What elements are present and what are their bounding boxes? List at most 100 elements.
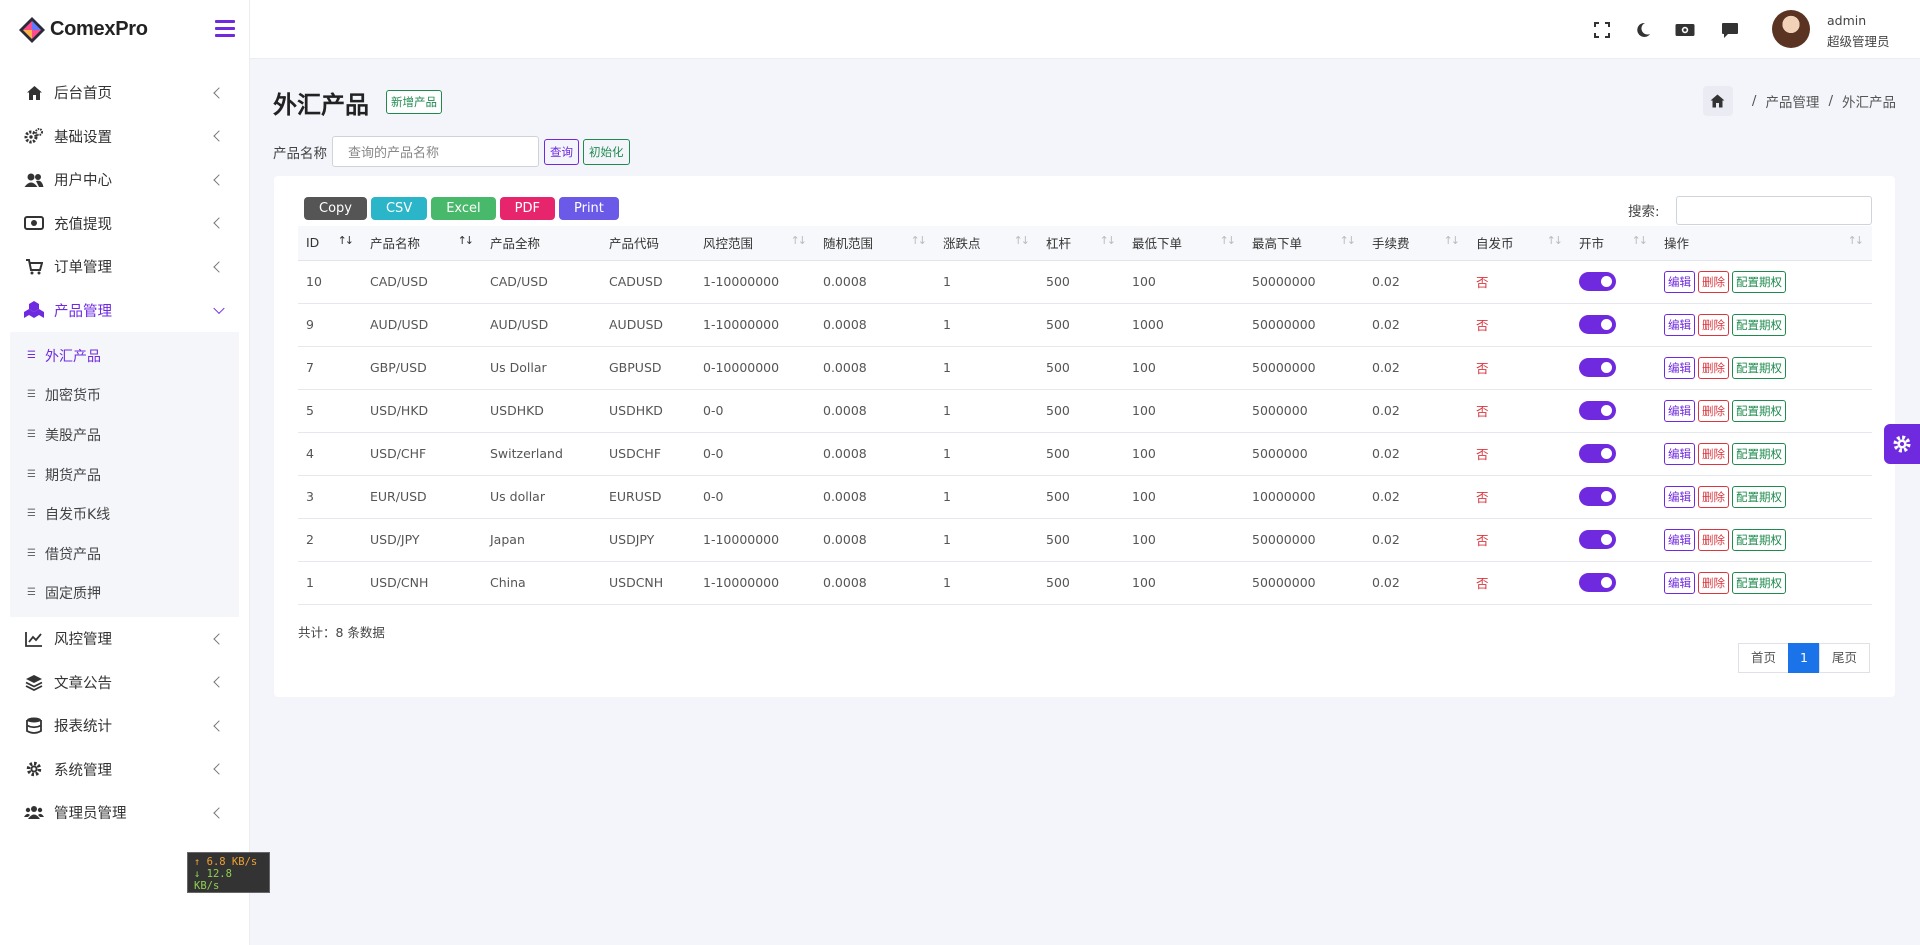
edit-button[interactable]: 编辑 bbox=[1664, 442, 1695, 465]
configure-options-button[interactable]: 配置期权 bbox=[1732, 571, 1786, 594]
money-bill-icon[interactable] bbox=[1675, 20, 1695, 40]
delete-button[interactable]: 删除 bbox=[1698, 399, 1729, 422]
market-open-toggle[interactable] bbox=[1579, 358, 1616, 377]
sidebar-item-system[interactable]: 系统管理 bbox=[0, 748, 249, 792]
configure-options-button[interactable]: 配置期权 bbox=[1732, 528, 1786, 551]
sort-desc-icon[interactable]: ↑↓ bbox=[337, 234, 355, 247]
breadcrumb-item-products[interactable]: 产品管理 bbox=[1765, 95, 1820, 111]
last-page-button[interactable]: 尾页 bbox=[1818, 643, 1870, 673]
submenu-item-futures[interactable]: ☰ 期货产品 bbox=[10, 455, 239, 495]
sidebar-item-user-center[interactable]: 用户中心 bbox=[0, 158, 249, 202]
excel-button[interactable]: Excel bbox=[431, 197, 496, 220]
delete-button[interactable]: 删除 bbox=[1698, 313, 1729, 336]
sidebar-item-deposit-withdraw[interactable]: 充值提现 bbox=[0, 202, 249, 246]
market-open-toggle[interactable] bbox=[1579, 315, 1616, 334]
sort-icon[interactable]: ↑↓ bbox=[1631, 234, 1649, 247]
market-open-toggle[interactable] bbox=[1579, 530, 1616, 549]
product-name-input[interactable]: 查询的产品名称 bbox=[332, 136, 539, 167]
column-header[interactable]: ID ↑↓ bbox=[298, 226, 362, 261]
submenu-item-lending[interactable]: ☰ 借贷产品 bbox=[10, 534, 239, 574]
sidebar-item-reports[interactable]: 报表统计 bbox=[0, 704, 249, 748]
configure-options-button[interactable]: 配置期权 bbox=[1732, 485, 1786, 508]
message-icon[interactable] bbox=[1720, 20, 1740, 40]
column-header[interactable]: 随机范围 ↑↓ bbox=[815, 226, 935, 261]
home-icon[interactable] bbox=[1702, 86, 1733, 116]
column-header[interactable]: 杠杆 ↑↓ bbox=[1038, 226, 1124, 261]
page-1-button[interactable]: 1 bbox=[1788, 643, 1820, 673]
sidebar-item-orders[interactable]: 订单管理 bbox=[0, 245, 249, 289]
edit-button[interactable]: 编辑 bbox=[1664, 313, 1695, 336]
column-header[interactable]: 自发币 ↑↓ bbox=[1468, 226, 1571, 261]
column-header[interactable]: 产品名称 ↑↓ bbox=[362, 226, 482, 261]
configure-options-button[interactable]: 配置期权 bbox=[1732, 442, 1786, 465]
column-header[interactable]: 最低下单 ↑↓ bbox=[1124, 226, 1244, 261]
edit-button[interactable]: 编辑 bbox=[1664, 528, 1695, 551]
copy-button[interactable]: Copy bbox=[304, 197, 367, 220]
delete-button[interactable]: 删除 bbox=[1698, 270, 1729, 293]
first-page-button[interactable]: 首页 bbox=[1738, 643, 1790, 673]
cell-actions: 编辑 删除 配置期权 bbox=[1656, 561, 1872, 605]
avatar[interactable] bbox=[1772, 10, 1810, 48]
configure-options-button[interactable]: 配置期权 bbox=[1732, 270, 1786, 293]
print-button[interactable]: Print bbox=[558, 197, 619, 220]
moon-icon[interactable] bbox=[1633, 20, 1653, 40]
sidebar-item-articles[interactable]: 文章公告 bbox=[0, 661, 249, 705]
logo[interactable]: ComexPro bbox=[0, 0, 249, 59]
sort-icon[interactable]: ↑↓ bbox=[1339, 234, 1357, 247]
configure-options-button[interactable]: 配置期权 bbox=[1732, 399, 1786, 422]
delete-button[interactable]: 删除 bbox=[1698, 571, 1729, 594]
market-open-toggle[interactable] bbox=[1579, 272, 1616, 291]
user-name[interactable]: admin bbox=[1827, 13, 1867, 28]
edit-button[interactable]: 编辑 bbox=[1664, 485, 1695, 508]
submenu-item-us-stocks[interactable]: ☰ 美股产品 bbox=[10, 415, 239, 455]
delete-button[interactable]: 删除 bbox=[1698, 528, 1729, 551]
sidebar-item-admins[interactable]: 管理员管理 bbox=[0, 791, 249, 835]
sort-icon[interactable]: ↑↓ bbox=[910, 234, 928, 247]
market-open-toggle[interactable] bbox=[1579, 573, 1616, 592]
submenu-item-fixed-staking[interactable]: ☰ 固定质押 bbox=[10, 574, 239, 614]
market-open-toggle[interactable] bbox=[1579, 401, 1616, 420]
delete-button[interactable]: 删除 bbox=[1698, 485, 1729, 508]
delete-button[interactable]: 删除 bbox=[1698, 442, 1729, 465]
fullscreen-icon[interactable] bbox=[1592, 20, 1612, 40]
add-product-button[interactable]: 新增产品 bbox=[386, 90, 442, 114]
sort-icon[interactable]: ↑↓ bbox=[1219, 234, 1237, 247]
csv-button[interactable]: CSV bbox=[370, 197, 428, 220]
cell-points: 1 bbox=[935, 432, 1038, 476]
column-header[interactable]: 手续费 ↑↓ bbox=[1364, 226, 1468, 261]
menu-toggle-icon[interactable] bbox=[215, 20, 235, 38]
sidebar-item-basic-settings[interactable]: 基础设置 bbox=[0, 115, 249, 159]
column-header[interactable]: 涨跌点 ↑↓ bbox=[935, 226, 1038, 261]
sidebar-item-products[interactable]: 产品管理 bbox=[0, 289, 249, 333]
table-search-input[interactable] bbox=[1676, 196, 1872, 225]
submenu-item-forex[interactable]: ☰ 外汇产品 bbox=[10, 336, 239, 376]
sort-icon[interactable]: ↑↓ bbox=[1099, 234, 1117, 247]
market-open-toggle[interactable] bbox=[1579, 487, 1616, 506]
sort-icon[interactable]: ↑↓ bbox=[1013, 234, 1031, 247]
reset-button[interactable]: 初始化 bbox=[583, 138, 630, 165]
sort-icon[interactable]: ↑↓ bbox=[1546, 234, 1564, 247]
sort-icon[interactable]: ↑↓ bbox=[457, 234, 475, 247]
configure-options-button[interactable]: 配置期权 bbox=[1732, 356, 1786, 379]
column-header[interactable]: 操作 ↑↓ bbox=[1656, 226, 1872, 261]
configure-options-button[interactable]: 配置期权 bbox=[1732, 313, 1786, 336]
column-header[interactable]: 风控范围 ↑↓ bbox=[695, 226, 815, 261]
submenu-item-crypto[interactable]: ☰ 加密货币 bbox=[10, 376, 239, 416]
column-header[interactable]: 开市 ↑↓ bbox=[1571, 226, 1656, 261]
edit-button[interactable]: 编辑 bbox=[1664, 399, 1695, 422]
query-button[interactable]: 查询 bbox=[544, 138, 579, 165]
pdf-button[interactable]: PDF bbox=[499, 197, 555, 220]
sort-icon[interactable]: ↑↓ bbox=[790, 234, 808, 247]
column-header[interactable]: 最高下单 ↑↓ bbox=[1244, 226, 1364, 261]
edit-button[interactable]: 编辑 bbox=[1664, 270, 1695, 293]
edit-button[interactable]: 编辑 bbox=[1664, 356, 1695, 379]
sort-icon[interactable]: ↑↓ bbox=[1847, 234, 1865, 247]
submenu-item-self-coin-kline[interactable]: ☰ 自发币K线 bbox=[10, 494, 239, 534]
sidebar-item-risk-control[interactable]: 风控管理 bbox=[0, 617, 249, 661]
delete-button[interactable]: 删除 bbox=[1698, 356, 1729, 379]
edit-button[interactable]: 编辑 bbox=[1664, 571, 1695, 594]
settings-panel-button[interactable] bbox=[1884, 424, 1920, 464]
market-open-toggle[interactable] bbox=[1579, 444, 1616, 463]
sidebar-item-dashboard[interactable]: 后台首页 bbox=[0, 71, 249, 115]
sort-icon[interactable]: ↑↓ bbox=[1443, 234, 1461, 247]
